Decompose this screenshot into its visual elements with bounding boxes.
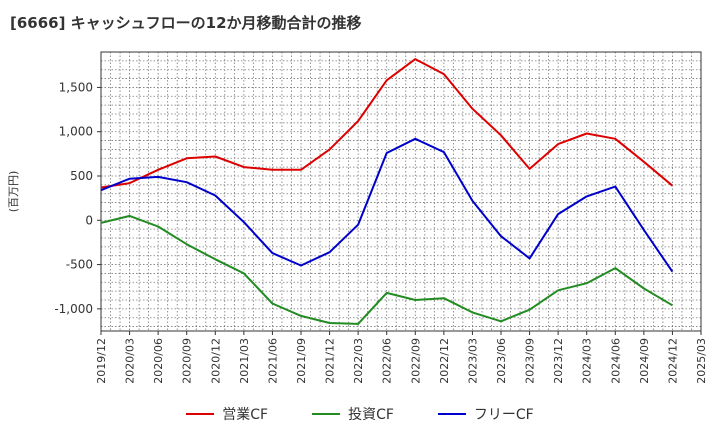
series-line-investing-cf [100,214,673,325]
y-tick-label: 1,500 [59,80,93,94]
x-tick-label: 2022/09 [409,338,422,384]
legend-item-investing-cf: 投資CF [312,404,394,424]
x-tick-label: 2023/06 [495,338,508,384]
plot-area [101,52,701,331]
y-tick-label: 0 [85,213,93,227]
series-line-free-cf [100,137,674,273]
chart-title: [6666] キャッシュフローの12か月移動合計の推移 [10,14,362,32]
x-tick-label: 2024/06 [609,338,622,384]
legend: 営業CF 投資CF フリーCF [0,404,720,424]
legend-label-investing-cf: 投資CF [348,407,394,423]
legend-swatch-free-cf [437,413,466,415]
y-axis-label: (百万円) [7,171,20,213]
x-tick-label: 2020/03 [124,338,137,384]
x-tick-label: 2023/09 [524,338,537,384]
y-tick-label: 1,000 [59,125,93,139]
legend-item-operating-cf: 営業CF [186,404,268,424]
x-tick-label: 2020/12 [209,338,222,384]
x-tick-label: 2021/12 [324,338,337,384]
legend-label-free-cf: フリーCF [473,407,534,423]
x-tick-label: 2022/12 [438,338,451,384]
x-tick-label: 2023/12 [552,338,565,384]
x-tick-label: 2022/06 [381,338,394,384]
y-tick-label: -1,000 [54,302,93,316]
x-tick-label: 2023/03 [466,338,479,384]
x-tick-label: 2021/06 [266,338,279,384]
legend-label-operating-cf: 営業CF [222,407,269,423]
x-tick-label: 2022/03 [352,338,365,384]
x-tick-label: 2024/12 [666,338,679,384]
x-tick-label: 2024/09 [638,338,651,384]
series-line-operating-cf [100,58,674,189]
y-tick-label: -500 [66,258,93,272]
x-tick-label: 2019/12 [95,338,108,384]
legend-swatch-operating-cf [186,413,215,415]
x-tick-label: 2021/09 [295,338,308,384]
x-tick-label: 2024/03 [581,338,594,384]
legend-swatch-investing-cf [312,413,341,415]
x-tick-label: 2025/03 [695,338,708,384]
plot-border [100,51,702,332]
legend-item-free-cf: フリーCF [437,404,534,424]
x-tick-label: 2020/09 [181,338,194,384]
x-tick-label: 2020/06 [152,338,165,384]
x-tick-label: 2021/03 [238,338,251,384]
y-tick-label: 500 [70,169,93,183]
